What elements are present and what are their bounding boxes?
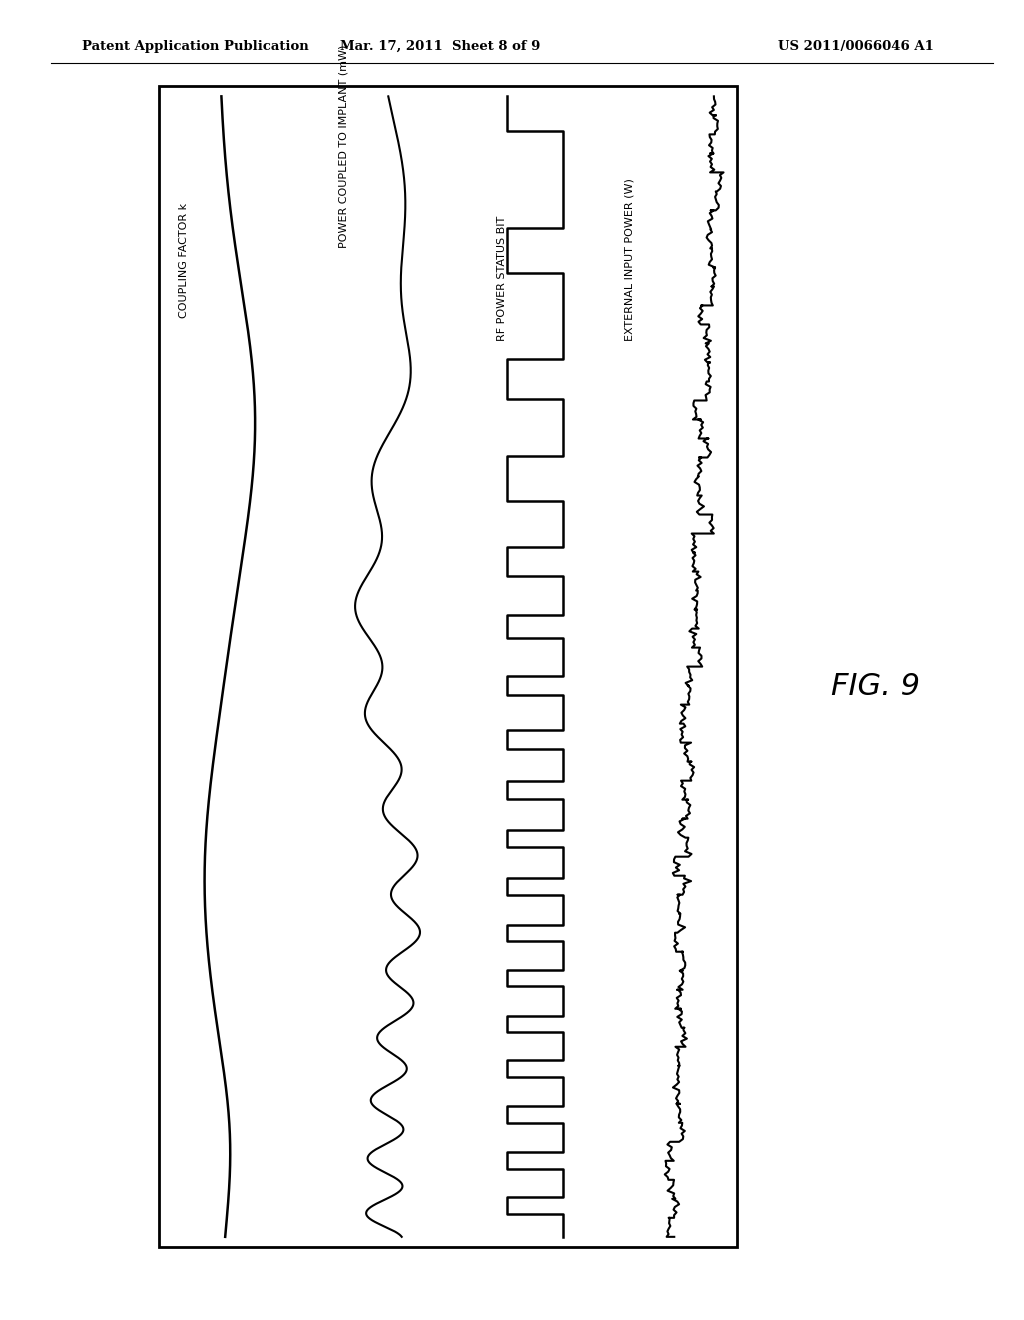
Bar	[159, 86, 737, 1247]
Text: POWER COUPLED TO IMPLANT (mW): POWER COUPLED TO IMPLANT (mW)	[338, 45, 348, 248]
Text: Mar. 17, 2011  Sheet 8 of 9: Mar. 17, 2011 Sheet 8 of 9	[340, 40, 541, 53]
Text: US 2011/0066046 A1: US 2011/0066046 A1	[778, 40, 934, 53]
Text: RF POWER STATUS BIT: RF POWER STATUS BIT	[497, 216, 507, 342]
Text: COUPLING FACTOR k: COUPLING FACTOR k	[179, 203, 189, 318]
Text: Patent Application Publication: Patent Application Publication	[82, 40, 308, 53]
Text: EXTERNAL INPUT POWER (W): EXTERNAL INPUT POWER (W)	[625, 178, 635, 342]
Text: FIG. 9: FIG. 9	[831, 672, 920, 701]
